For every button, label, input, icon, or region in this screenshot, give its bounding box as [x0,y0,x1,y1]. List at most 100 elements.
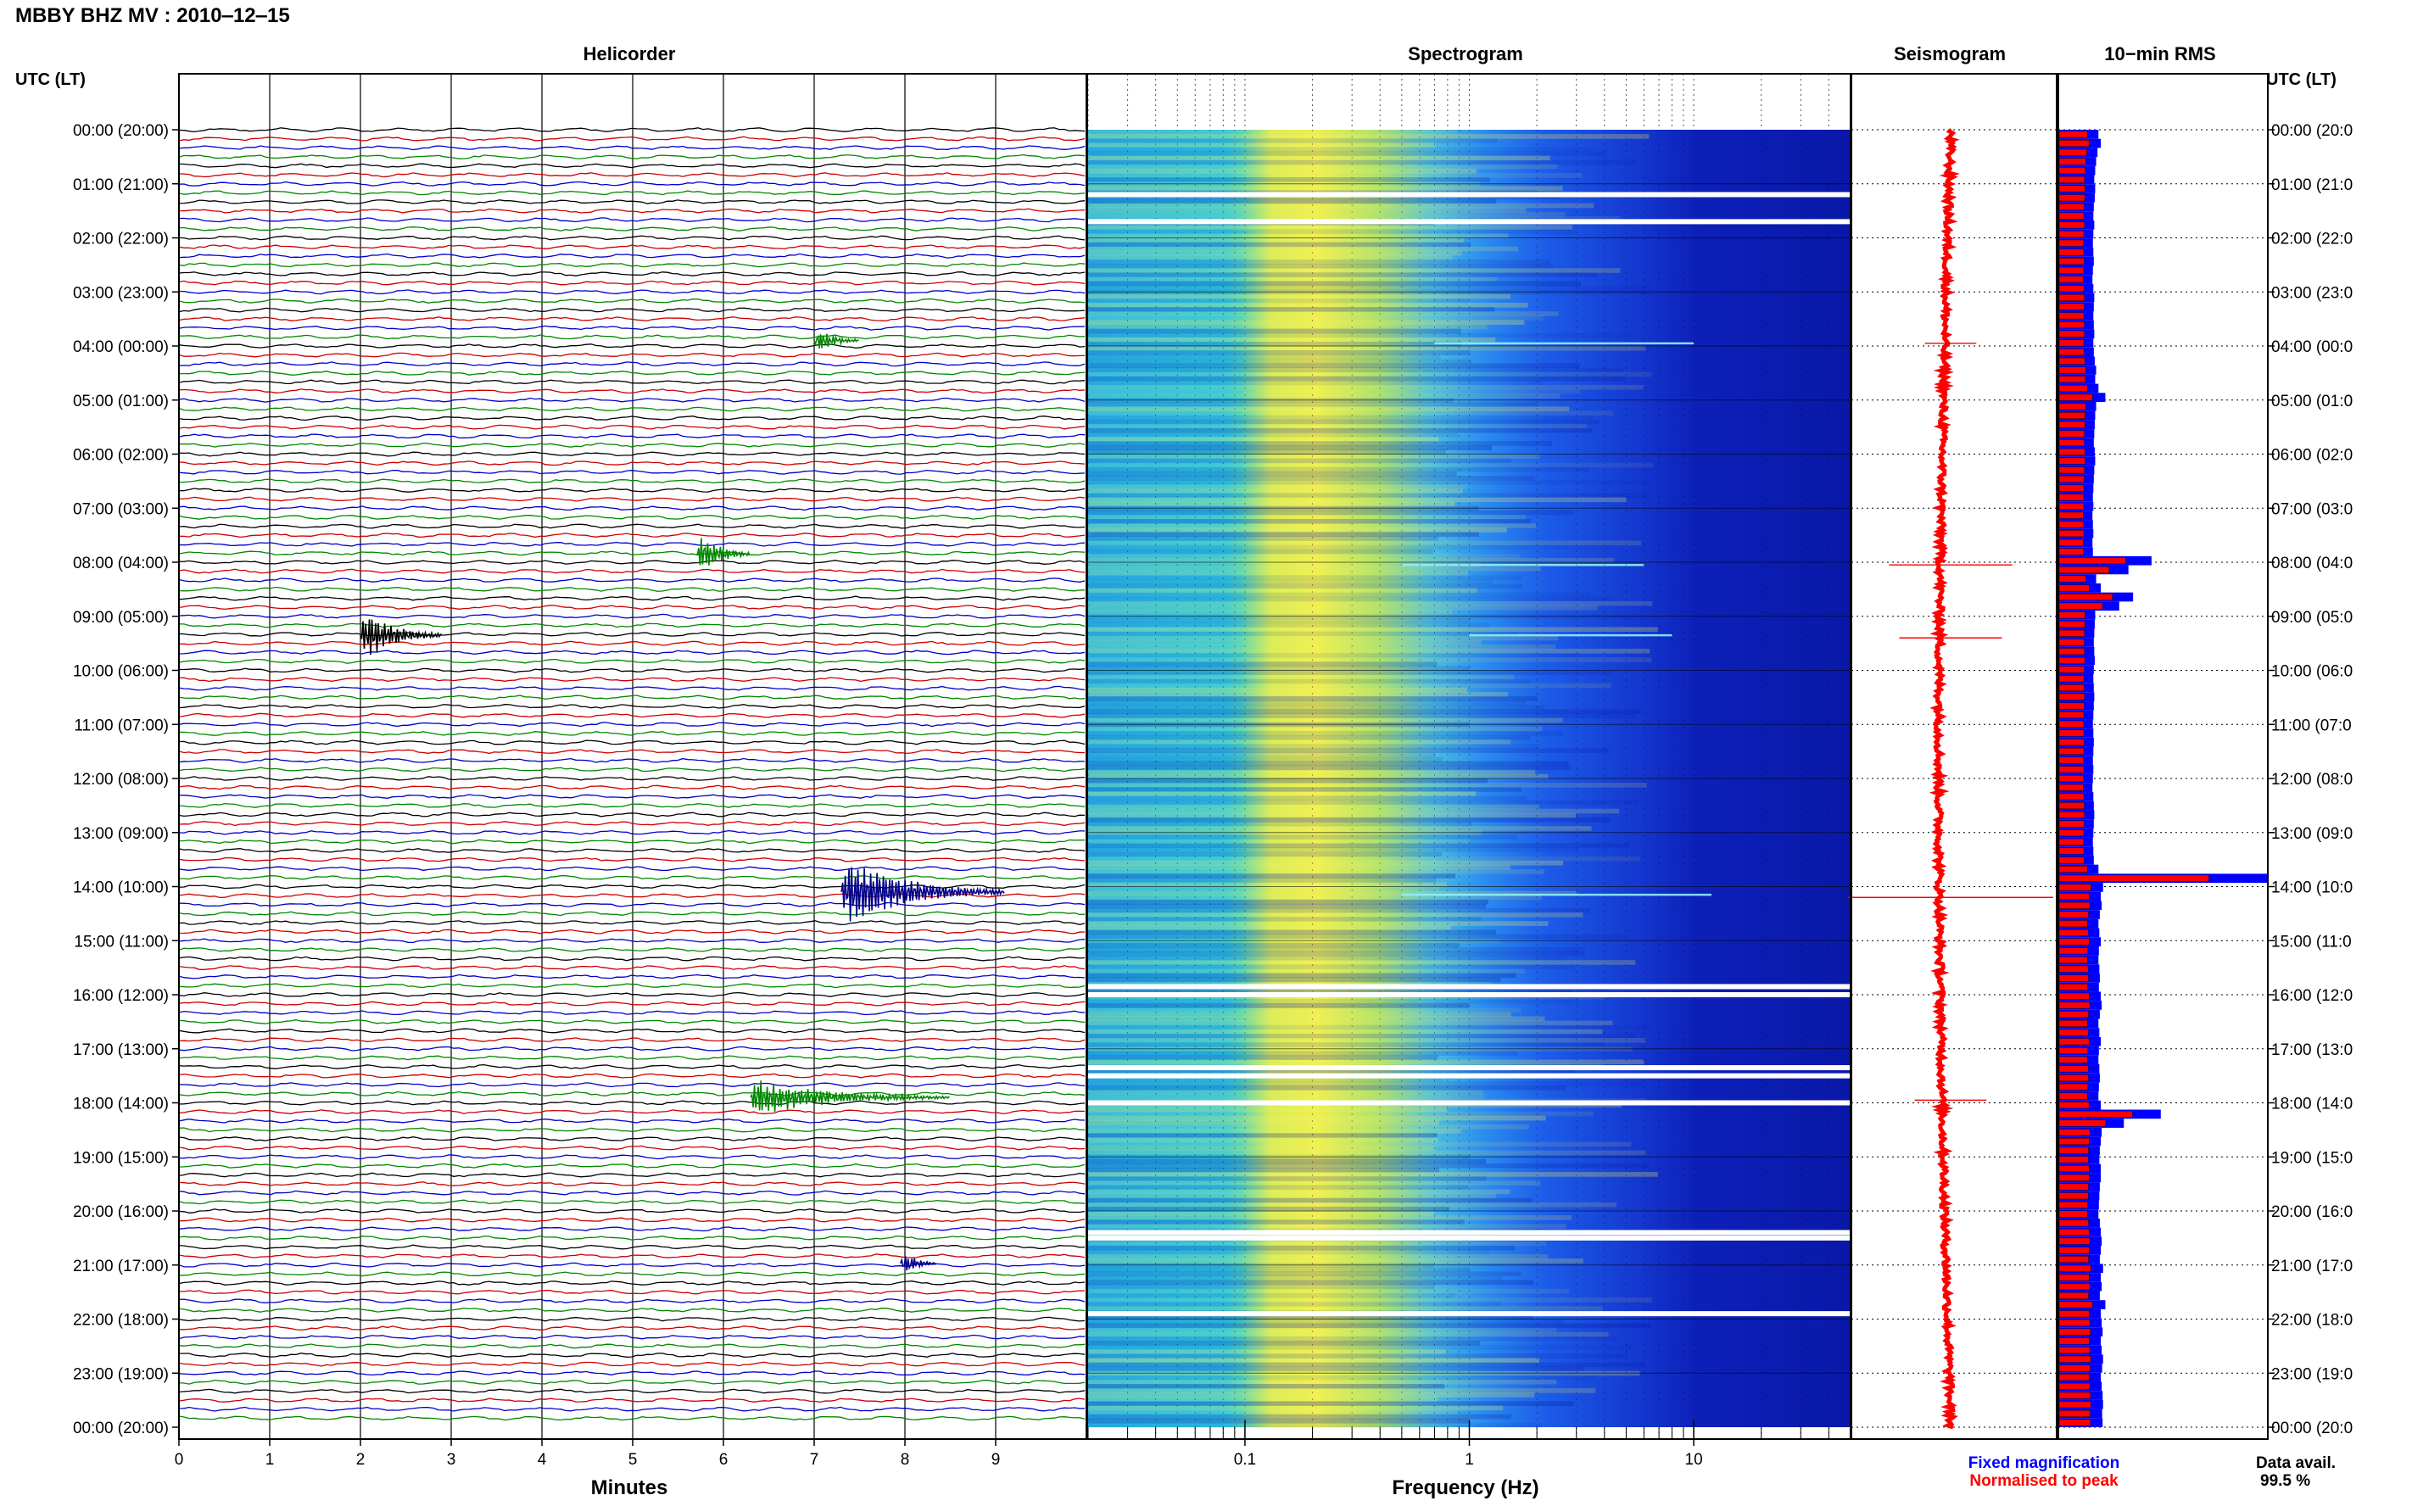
helicorder-trace [178,208,1086,214]
time-label-right: 14:00 (10:0 [2271,879,2353,897]
rms-bar-normalised [2058,1256,2089,1264]
spectrogram-row-noise [1088,259,1551,265]
time-label-right: 16:00 (12:0 [2271,987,2353,1005]
spectrogram-row-noise [1088,678,1532,684]
spectrogram-row-noise [1088,834,1518,840]
spectrogram-row-noise [1088,380,1543,386]
spectrogram-row-noise [1088,661,1438,667]
spectrogram-row-noise [1088,739,1511,745]
spectrogram-row-noise [1088,1349,1446,1354]
spectrogram-row-noise [1088,1202,1617,1208]
spectrogram-row-noise [1088,410,1614,416]
spectrogram-row-noise [1088,332,1633,338]
rms-bar-normalised [2058,303,2085,310]
rms-bar-normalised [2058,503,2085,510]
time-label-left: 12:00 (08:00) [73,771,169,789]
rms-bar-normalised [2058,194,2085,202]
rms-bar-normalised [2058,312,2085,320]
spectrogram-row-noise [1088,134,1650,139]
rms-bar-normalised [2058,739,2085,746]
spectrogram-row-noise [1088,164,1558,170]
helicorder-trace [178,1154,1086,1160]
minute-tick-label: 7 [810,1451,819,1469]
rms-bar-normalised [2058,602,2103,610]
rms-bar-normalised [2058,957,2088,963]
spectrogram-row-noise [1088,225,1572,230]
rms-bar-normalised [2058,1328,2091,1336]
helicorder-panel [178,74,1087,1439]
time-label-left: 09:00 (05:00) [73,609,169,627]
spectrogram-row-noise [1088,1042,1605,1047]
helicorder-trace [178,1046,1086,1052]
helicorder-trace [178,829,1085,835]
spectrogram-row-noise [1088,1038,1646,1043]
spectrogram-row-noise [1088,536,1438,541]
helicorder-trace [178,451,1086,457]
helicorder-trace [178,1145,1086,1151]
spectrogram-row-noise [1088,1327,1557,1333]
helicorder-trace [178,1010,1086,1016]
rms-bar-normalised [2058,1237,2091,1245]
time-label-right: 22:00 (18:0 [2271,1312,2353,1330]
time-label-right: 02:00 (22:0 [2271,231,2353,248]
helicorder-trace [178,839,1086,845]
rms-bar-normalised [2058,339,2085,347]
spectrogram-row-noise [1088,476,1536,481]
helicorder-trace [178,946,1086,952]
spectrogram-row-noise [1088,423,1588,429]
helicorder-trace [178,469,1086,475]
spectrogram-row-noise [1088,285,1653,291]
spectrogram-row-noise [1088,246,1519,252]
time-labels-left: 00:00 (20:00) 01:00 (21:00) 02:00 (22:00) 0… [73,122,169,1437]
spectrogram-row-noise [1088,1267,1470,1272]
spectrogram-row-noise [1088,808,1620,814]
rms-bar-normalised [2058,521,2084,528]
helicorder-event [360,619,443,656]
spectrogram-row-noise [1088,432,1459,438]
spectrogram-row-noise [1088,977,1501,983]
rms-bar-normalised [2058,1419,2091,1426]
spectrogram-row-noise [1088,787,1521,792]
spectrogram-row-noise [1088,1284,1435,1290]
helicorder-trace [178,605,1086,611]
spectrogram-row-noise [1088,441,1552,446]
helicorder-trace [178,397,1086,403]
spectrogram-row-noise [1088,454,1540,460]
spectrogram-row-noise [1088,276,1498,282]
spectrogram-row-noise [1088,484,1467,489]
spectrogram-row-noise [1088,544,1611,550]
helicorder-trace [178,884,1086,890]
rms-bar-normalised [2058,874,2209,882]
spectrogram-row-noise [1088,1392,1535,1398]
spectrogram-row-noise [1088,973,1516,979]
spectrogram-row-noise [1088,393,1561,399]
helicorder-trace [178,856,1086,862]
rms-bar-normalised [2058,475,2085,483]
spectrogram-row-noise [1088,605,1598,611]
helicorder-trace [178,938,1086,944]
spectrogram-row-noise [1088,639,1482,645]
spectrogram-row-noise [1088,1119,1439,1125]
rms-bar-normalised [2058,393,2093,401]
helicorder-trace [178,325,1086,331]
spectrogram-row-noise [1088,376,1627,382]
rms-bar-normalised [2058,1310,2090,1318]
time-label-left: 01:00 (21:00) [73,176,169,194]
helicorder-trace [178,244,1086,250]
helicorder-trace [178,1361,1086,1367]
minute-tick-label: 9 [991,1451,1001,1469]
spectrogram-row-noise [1088,951,1585,957]
rms-bar-normalised [2058,1001,2091,1009]
helicorder-title: Helicorder [583,43,676,64]
spectrogram-row-noise [1088,1258,1583,1264]
rms-bar-normalised [2058,258,2085,265]
spectrogram-row-noise [1088,367,1623,373]
rms-bar-normalised [2058,221,2085,229]
rms-bar-normalised [2058,856,2085,864]
spectrogram-row-noise [1088,1288,1570,1294]
spectrogram-row-noise [1088,1029,1603,1035]
helicorder-trace [178,568,1086,574]
spectrogram-row-noise [1088,912,1583,918]
helicorder-trace [178,289,1086,295]
